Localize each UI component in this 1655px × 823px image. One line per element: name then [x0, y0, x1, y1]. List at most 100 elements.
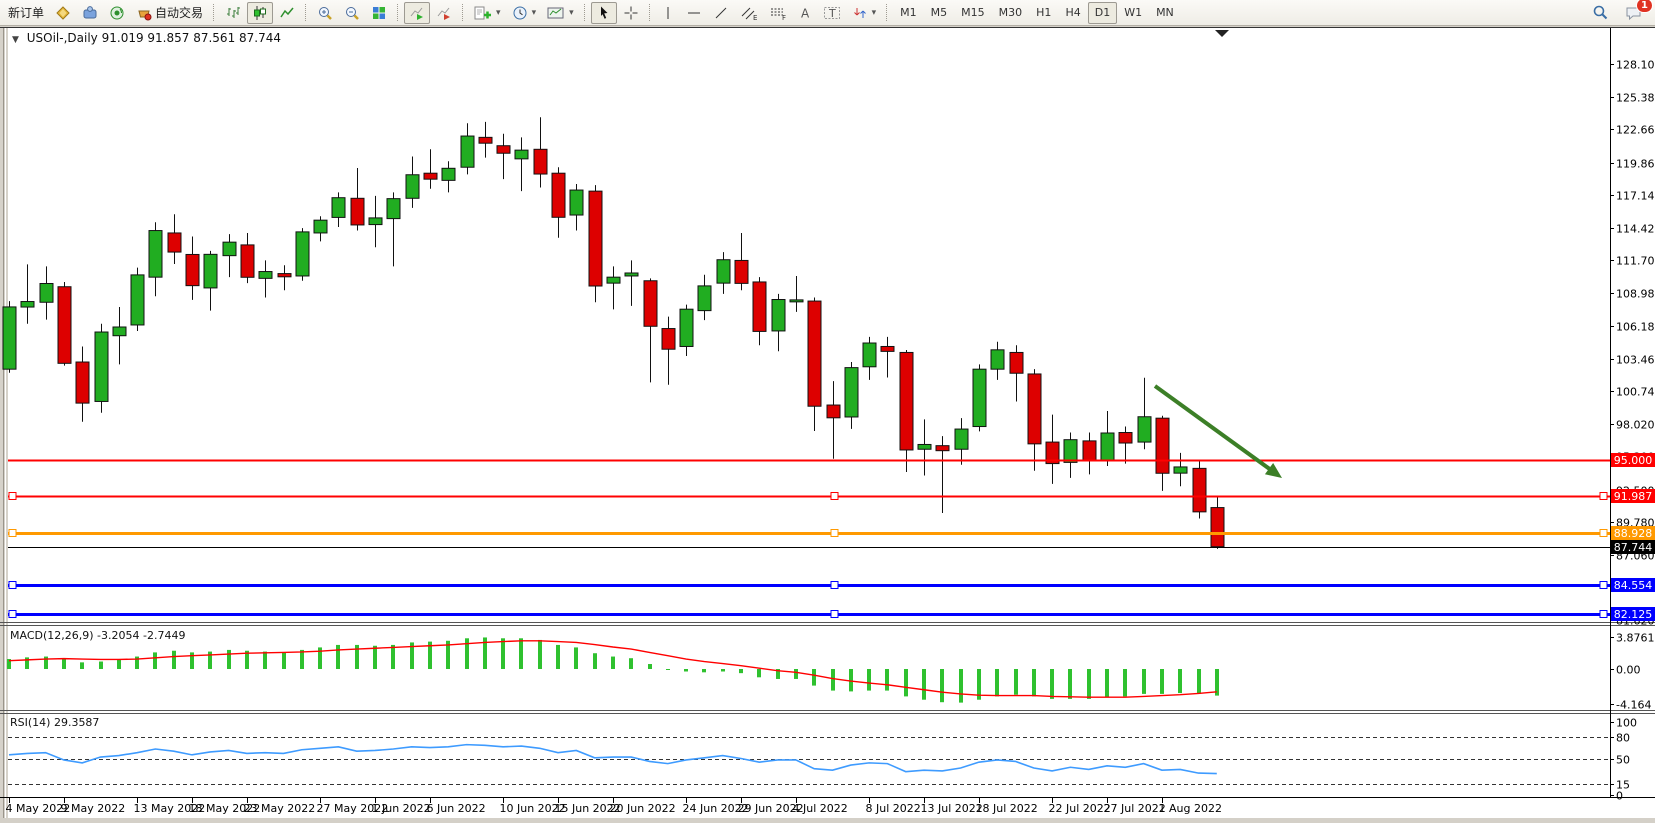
bar-chart-button[interactable]	[220, 2, 246, 24]
horizontal-line-82.125[interactable]	[8, 610, 1610, 618]
svg-text:100: 100	[1616, 717, 1637, 730]
trend-arrow-annotation[interactable]	[1153, 384, 1282, 478]
svg-text:E: E	[753, 14, 757, 21]
candlestick-icon	[254, 5, 267, 20]
line-chart-icon	[280, 7, 294, 17]
svg-text:9 May 2022: 9 May 2022	[61, 802, 126, 815]
horizontal-line-88.928[interactable]	[8, 529, 1610, 537]
cursor-button[interactable]	[590, 1, 617, 24]
svg-text:20 Jun 2022: 20 Jun 2022	[610, 802, 676, 815]
price-badge-91.987: 91.987	[1611, 489, 1655, 503]
timeframe-button-MN[interactable]: MN	[1156, 6, 1174, 19]
svg-text:82.125: 82.125	[1614, 608, 1653, 621]
toolbar-separator	[305, 4, 307, 21]
cursor-icon	[600, 6, 608, 19]
svg-text:23 May 2022: 23 May 2022	[244, 802, 316, 815]
svg-text:106.180: 106.180	[1616, 321, 1655, 334]
svg-text:8 Jul 2022: 8 Jul 2022	[866, 802, 921, 815]
toolbar-separator	[648, 4, 651, 21]
svg-text:27 May 2022: 27 May 2022	[317, 802, 389, 815]
timeframe-button-M5[interactable]: M5	[930, 6, 948, 19]
text-label-button[interactable]: T	[818, 2, 846, 24]
fibonacci-button[interactable]: F	[764, 2, 792, 24]
sonar-icon	[110, 6, 124, 19]
crosshair-icon	[624, 6, 638, 19]
arrows-button[interactable]: ▾	[847, 2, 882, 24]
horizontal-line-91.987[interactable]	[8, 492, 1610, 500]
crosshair-button[interactable]	[618, 2, 644, 24]
toolbar-separator	[462, 4, 464, 21]
svg-text:18 May 2022: 18 May 2022	[189, 802, 261, 815]
svg-text:F: F	[782, 14, 786, 21]
line-chart-button[interactable]	[274, 2, 300, 24]
zoom-in-button[interactable]	[312, 2, 338, 24]
tile-windows-button[interactable]	[366, 2, 392, 24]
auto-scroll-button[interactable]	[404, 1, 431, 24]
vertical-line-button[interactable]	[656, 2, 680, 24]
timeframe-button-D1[interactable]: D1	[1087, 1, 1118, 24]
line-handle	[8, 610, 17, 618]
svg-text:6 Jun 2022: 6 Jun 2022	[427, 802, 486, 815]
horizontal-line-button[interactable]	[681, 2, 707, 24]
timeframe-button-H1[interactable]: H1	[1036, 6, 1052, 19]
toolbar-separator	[583, 4, 586, 21]
autotrading-button[interactable]: 自动交易	[131, 2, 208, 24]
timeframe-button-M15[interactable]: M15	[961, 6, 985, 19]
terminal-button[interactable]	[77, 2, 103, 24]
search-icon	[1593, 5, 1608, 20]
trendline-icon	[715, 7, 726, 18]
chart-shift-button[interactable]	[431, 2, 457, 24]
timeframe-button-M30[interactable]: M30	[998, 6, 1023, 19]
candlestick-chart-button[interactable]	[247, 1, 274, 24]
text-button[interactable]: A	[793, 2, 817, 24]
notifications-button[interactable]: 1	[1620, 0, 1653, 24]
svg-text:103.460: 103.460	[1616, 354, 1655, 367]
templates-button[interactable]: ▾	[542, 2, 579, 24]
svg-text:27 Jul 2022: 27 Jul 2022	[1104, 802, 1166, 815]
svg-text:88.928: 88.928	[1614, 527, 1653, 540]
candlestick-series	[2, 117, 1225, 549]
svg-text:1 Jun 2022: 1 Jun 2022	[372, 802, 431, 815]
svg-text:128.100: 128.100	[1616, 59, 1655, 72]
dropdown-arrow-icon: ▾	[531, 7, 537, 18]
arrows-icon	[853, 7, 866, 18]
zoom-out-button[interactable]	[339, 2, 365, 24]
charts-button[interactable]	[50, 2, 76, 24]
price-badge-87.744: 87.744	[1611, 540, 1655, 554]
dropdown-arrow-icon: ▾	[871, 7, 877, 18]
toolbar-separator	[886, 4, 888, 21]
toolbar-separator	[213, 4, 215, 21]
equidistant-channel-button[interactable]: E	[735, 2, 763, 24]
svg-text:0: 0	[1616, 790, 1623, 803]
line-handle	[8, 581, 17, 589]
trendline-button[interactable]	[708, 2, 734, 24]
window-bottom-edge	[0, 818, 1655, 823]
svg-text:50: 50	[1616, 754, 1630, 767]
timeframe-group: M1 M5 M15 M30 H1 H4 D1 W1 MN	[893, 1, 1181, 24]
svg-text:87.744: 87.744	[1614, 541, 1653, 554]
rsi-line	[8, 743, 1217, 775]
horizontal-line-84.554[interactable]	[8, 581, 1610, 589]
toolbar: 新订单 自动交易 ▾ ▾	[0, 0, 1655, 26]
autotrading-label: 自动交易	[155, 6, 204, 20]
svg-text:4 Jul 2022: 4 Jul 2022	[793, 802, 848, 815]
strategy-tester-button[interactable]	[104, 2, 130, 24]
timeframe-button-M1[interactable]: M1	[900, 6, 917, 19]
fibonacci-icon: F	[770, 8, 786, 21]
indicators-button[interactable]: ▾	[469, 2, 506, 24]
svg-text:24 Jun 2022: 24 Jun 2022	[683, 802, 749, 815]
svg-text:125.380: 125.380	[1616, 92, 1655, 105]
line-handle	[8, 529, 17, 537]
search-button[interactable]	[1587, 2, 1614, 24]
dropdown-arrow-icon: ▾	[496, 7, 501, 18]
price-badge-82.125: 82.125	[1611, 607, 1655, 621]
price-badge-95.000: 95.000	[1611, 453, 1655, 467]
timeframe-button-W1[interactable]: W1	[1124, 6, 1143, 19]
template-icon	[547, 7, 564, 18]
timeframe-button-H4[interactable]: H4	[1065, 6, 1081, 19]
periods-button[interactable]: ▾	[507, 2, 542, 24]
new-order-button[interactable]: 新订单	[3, 2, 49, 24]
chart-shift-marker[interactable]	[1215, 30, 1229, 37]
svg-text:98.020: 98.020	[1616, 419, 1655, 432]
